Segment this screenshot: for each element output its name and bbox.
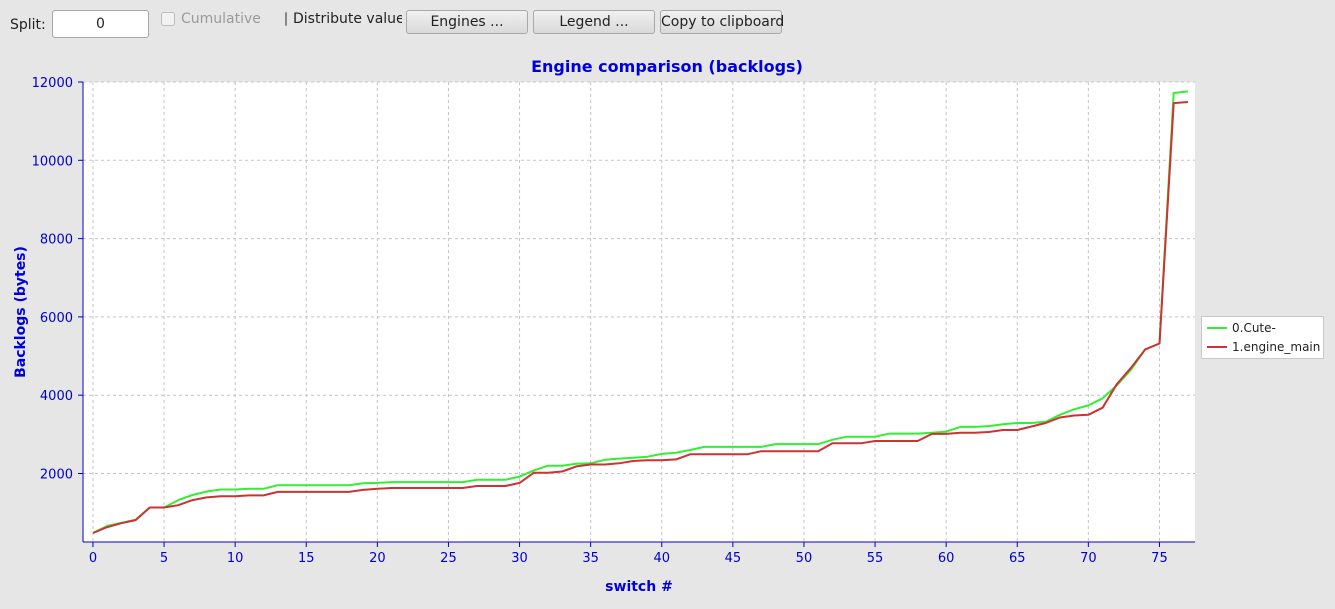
x-tick-label: 10 bbox=[227, 551, 244, 566]
x-tick-label: 0 bbox=[89, 551, 97, 566]
x-tick-label: 20 bbox=[369, 551, 386, 566]
legend-label-0: 0.Cute- bbox=[1232, 321, 1276, 335]
x-axis-label: switch # bbox=[605, 579, 673, 595]
toolbar: Split: Cumulative Distribute values Engi… bbox=[0, 0, 1335, 48]
split-label: Split: bbox=[10, 17, 46, 33]
engines-button[interactable]: Engines ... bbox=[406, 10, 528, 34]
distribute-values-label: Distribute values bbox=[293, 11, 402, 27]
y-tick-label: 10000 bbox=[32, 154, 73, 169]
cumulative-checkbox-box[interactable] bbox=[161, 12, 175, 26]
chart-title: Engine comparison (backlogs) bbox=[531, 57, 803, 76]
x-tick-label: 25 bbox=[440, 551, 457, 566]
x-tick-label: 60 bbox=[938, 551, 955, 566]
legend-swatch-0 bbox=[1207, 327, 1227, 329]
y-tick-label: 4000 bbox=[40, 389, 73, 404]
chart-area: 0 5 10 15 20 25 30 35 40 45 50 55 60 65 70 75 2000 4000 60… bbox=[0, 48, 1335, 605]
x-tick-label: 30 bbox=[511, 551, 528, 566]
y-tick-label: 12000 bbox=[32, 76, 73, 91]
axes: 0 5 10 15 20 25 30 35 40 45 50 55 60 65 70 75 2000 4000 60… bbox=[32, 76, 1195, 566]
distribute-values-checkbox[interactable]: Distribute values bbox=[285, 11, 402, 27]
x-tick-label: 45 bbox=[725, 551, 742, 566]
x-tick-label: 55 bbox=[867, 551, 884, 566]
legend-label-1: 1.engine_main bbox=[1232, 340, 1321, 354]
line-chart: 0 5 10 15 20 25 30 35 40 45 50 55 60 65 70 75 2000 4000 60… bbox=[13, 57, 1195, 595]
x-tick-label: 40 bbox=[653, 551, 670, 566]
legend-item-1: 1.engine_main bbox=[1207, 339, 1320, 355]
grid bbox=[83, 81, 1195, 542]
legend-item-0: 0.Cute- bbox=[1207, 320, 1276, 336]
legend-button[interactable]: Legend ... bbox=[533, 10, 655, 34]
y-tick-label: 2000 bbox=[40, 467, 73, 482]
y-tick-label: 8000 bbox=[40, 233, 73, 248]
series-line-0 bbox=[92, 90, 1189, 534]
series-group bbox=[92, 90, 1189, 534]
x-tick-label: 65 bbox=[1009, 551, 1026, 566]
distribute-values-checkbox-box[interactable] bbox=[285, 12, 287, 26]
legend-swatch-1 bbox=[1207, 346, 1227, 348]
x-tick-label: 35 bbox=[582, 551, 599, 566]
x-tick-label: 50 bbox=[796, 551, 813, 566]
x-tick-label: 75 bbox=[1151, 551, 1168, 566]
x-tick-label: 5 bbox=[160, 551, 168, 566]
series-line-1 bbox=[92, 101, 1188, 534]
y-axis-label: Backlogs (bytes) bbox=[13, 246, 29, 378]
copy-to-clipboard-button[interactable]: Copy to clipboard bbox=[660, 10, 784, 34]
x-tick-label: 15 bbox=[298, 551, 315, 566]
plot-background bbox=[83, 82, 1195, 542]
x-tick-label: 70 bbox=[1080, 551, 1097, 566]
split-input[interactable] bbox=[52, 10, 149, 38]
cumulative-label: Cumulative bbox=[181, 11, 261, 27]
legend: 0.Cute- 1.engine_main bbox=[1201, 316, 1324, 359]
y-tick-label: 6000 bbox=[40, 311, 73, 326]
cumulative-checkbox[interactable]: Cumulative bbox=[161, 11, 261, 27]
